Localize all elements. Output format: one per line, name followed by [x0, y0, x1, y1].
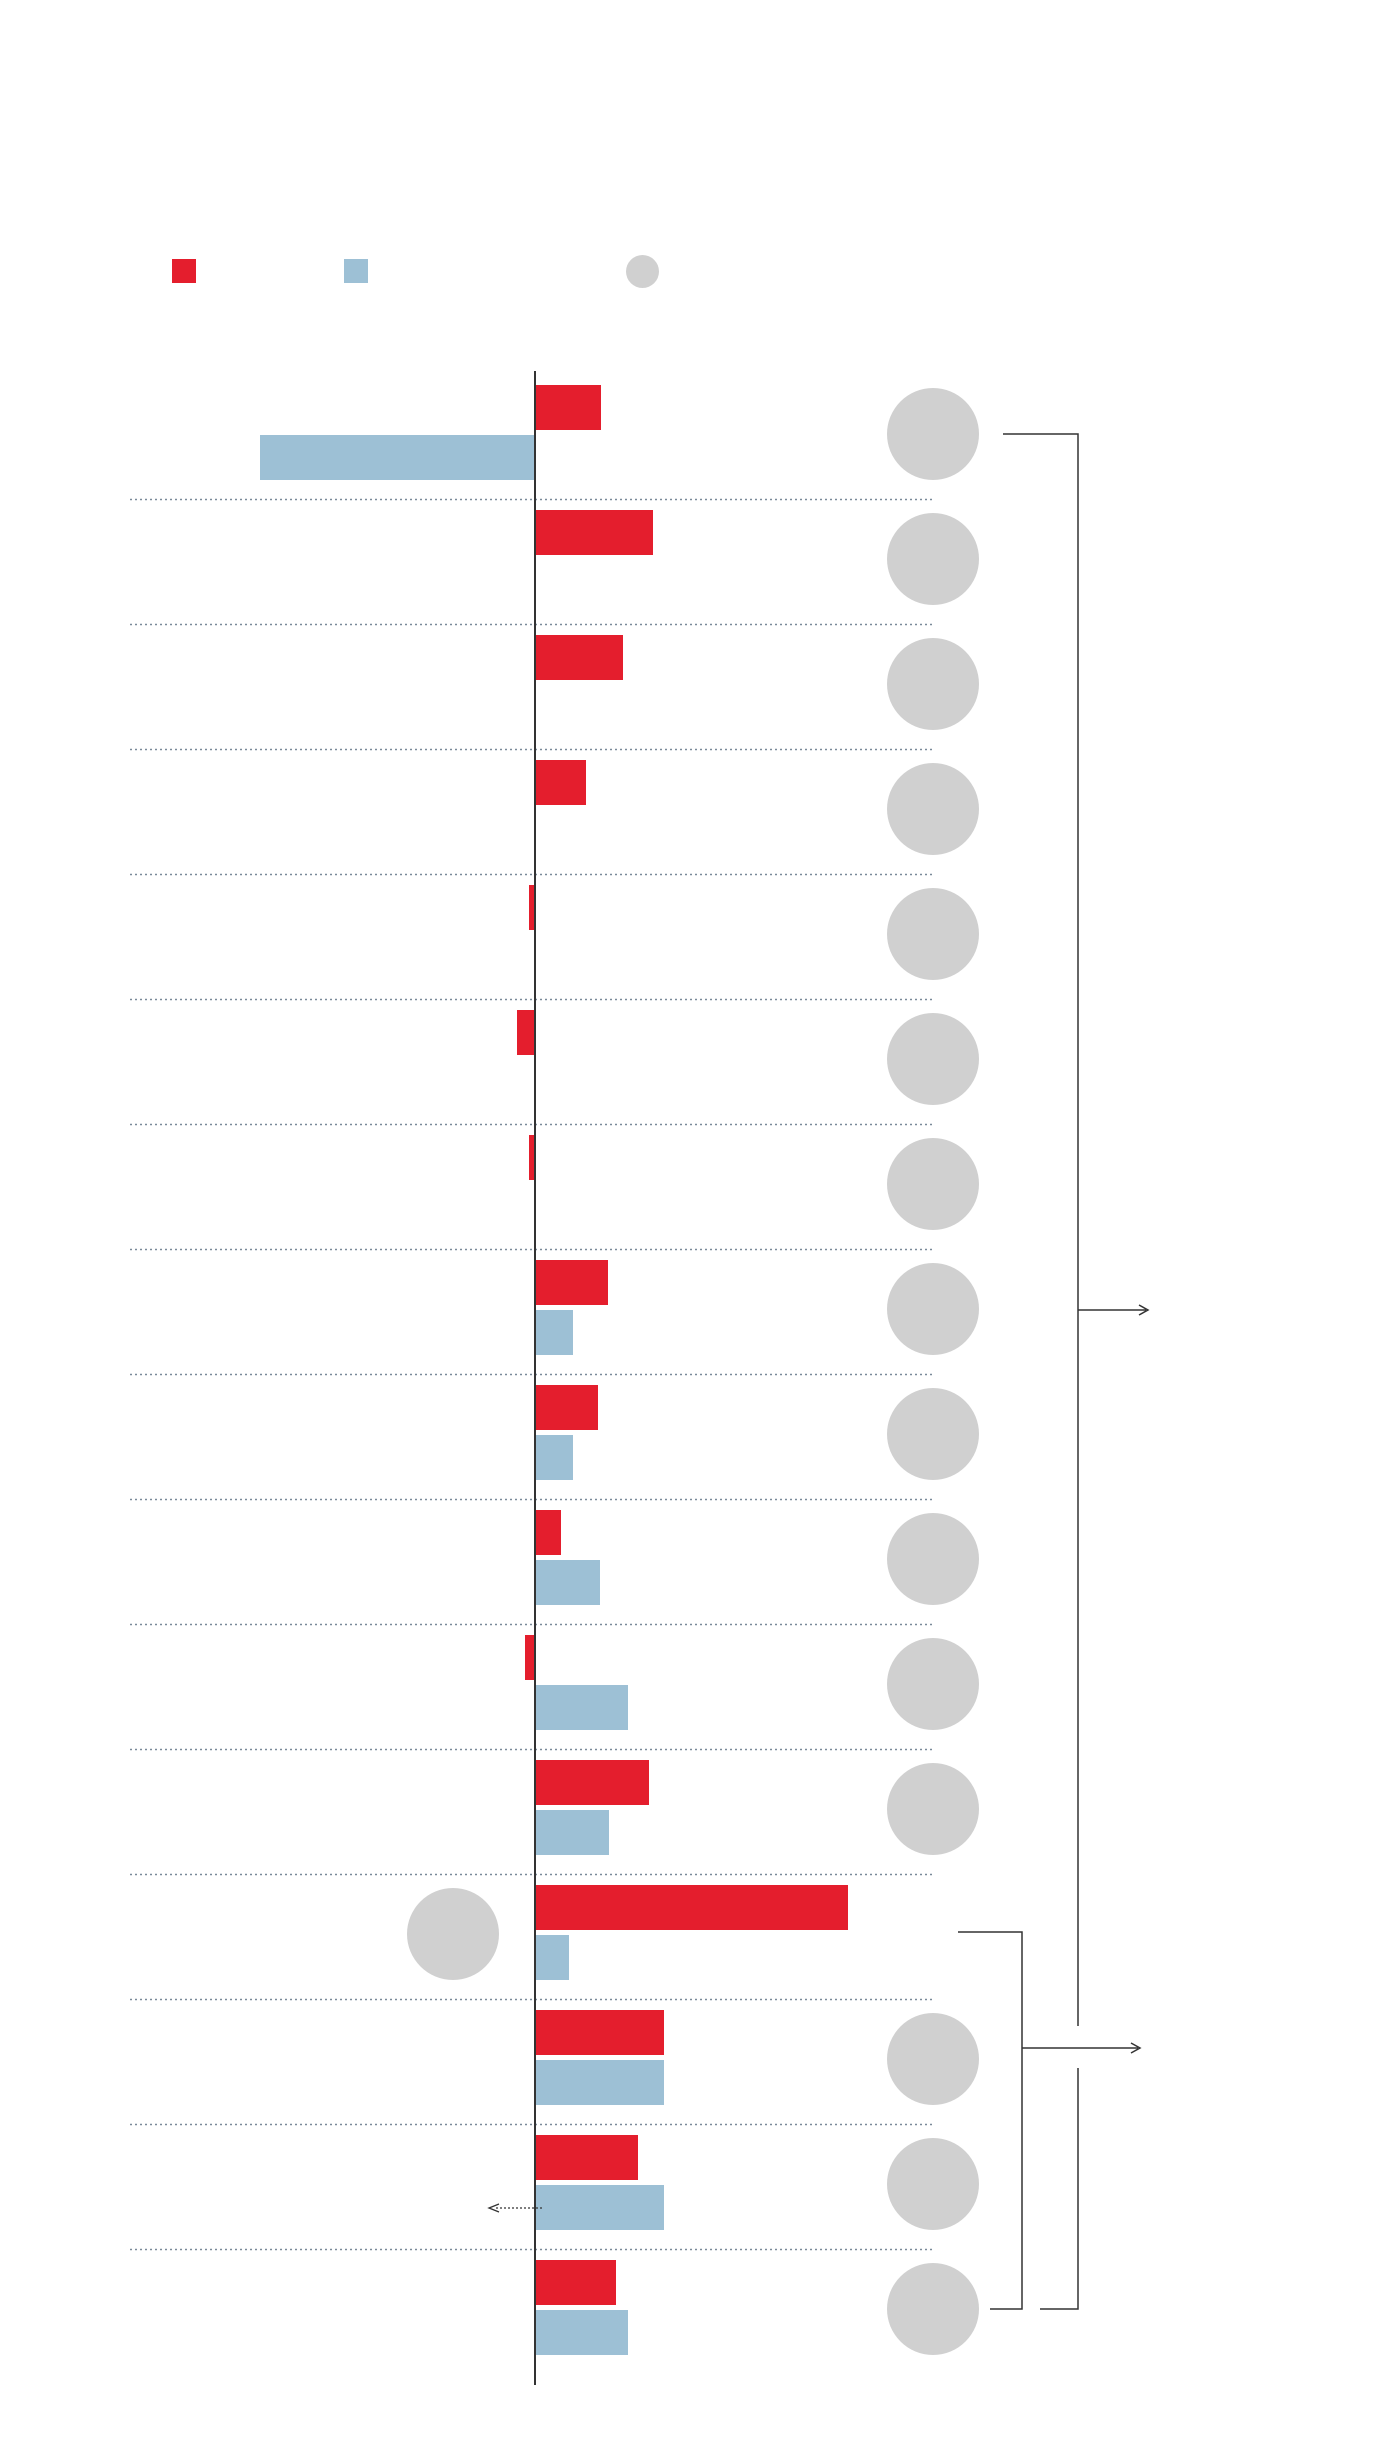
bar-series-b: [535, 1560, 600, 1605]
bar-series-a: [535, 1385, 598, 1430]
bar-series-a: [535, 510, 653, 555]
row-marker: [887, 638, 979, 730]
bar-series-b: [535, 1935, 569, 1980]
gridlines: [130, 498, 935, 2251]
bar-series-a: [535, 2010, 664, 2055]
bar-series-a: [535, 1760, 649, 1805]
bar-series-a: [529, 1135, 535, 1180]
legend-swatch-series-a: [172, 259, 196, 283]
bar-series-a: [535, 1510, 561, 1555]
row-marker: [887, 763, 979, 855]
row-marker: [887, 1638, 979, 1730]
axis: [487, 371, 542, 2385]
row-marker: [887, 1263, 979, 1355]
bars: [260, 385, 848, 2355]
row-marker: [887, 888, 979, 980]
legend-marker-circle: [626, 255, 659, 288]
bar-series-a: [535, 760, 586, 805]
bar-series-b: [535, 1435, 573, 1480]
bar-series-a: [535, 1260, 608, 1305]
row-marker: [887, 1138, 979, 1230]
bracket-outer-arrow-head: [1138, 1304, 1150, 1316]
row-marker: [887, 1388, 979, 1480]
bar-series-a: [535, 1885, 848, 1930]
row-marker: [887, 388, 979, 480]
bracket-outer-upper: [1003, 433, 1079, 2026]
bar-series-b: [535, 1810, 609, 1855]
bar-series-a: [535, 2260, 616, 2305]
bar-series-a: [535, 635, 623, 680]
bar-series-b: [535, 2310, 628, 2355]
legend-swatch-series-b: [344, 259, 368, 283]
row-marker: [887, 1513, 979, 1605]
bar-series-b: [260, 435, 535, 480]
dotted-arrow-head: [487, 2203, 500, 2213]
bar-series-a: [517, 1010, 535, 1055]
row-marker: [887, 1013, 979, 1105]
row-marker: [407, 1888, 499, 1980]
bar-series-b: [535, 2060, 664, 2105]
bar-series-b: [535, 2185, 664, 2230]
row-marker: [887, 2263, 979, 2355]
bar-series-b: [535, 1310, 573, 1355]
bar-series-a: [525, 1635, 535, 1680]
bracket-outer-lower: [1040, 2068, 1079, 2310]
row-marker: [887, 513, 979, 605]
brackets: [958, 433, 1150, 2310]
bracket-inner-arrow-head: [1130, 2042, 1142, 2054]
row-marker: [887, 2013, 979, 2105]
markers: [407, 388, 979, 2355]
bar-series-b: [535, 1685, 628, 1730]
row-marker: [887, 1763, 979, 1855]
bar-series-a: [535, 2135, 638, 2180]
bar-series-a: [535, 385, 601, 430]
bracket-inner: [958, 1931, 1023, 2310]
bar-series-a: [529, 885, 535, 930]
row-marker: [887, 2138, 979, 2230]
